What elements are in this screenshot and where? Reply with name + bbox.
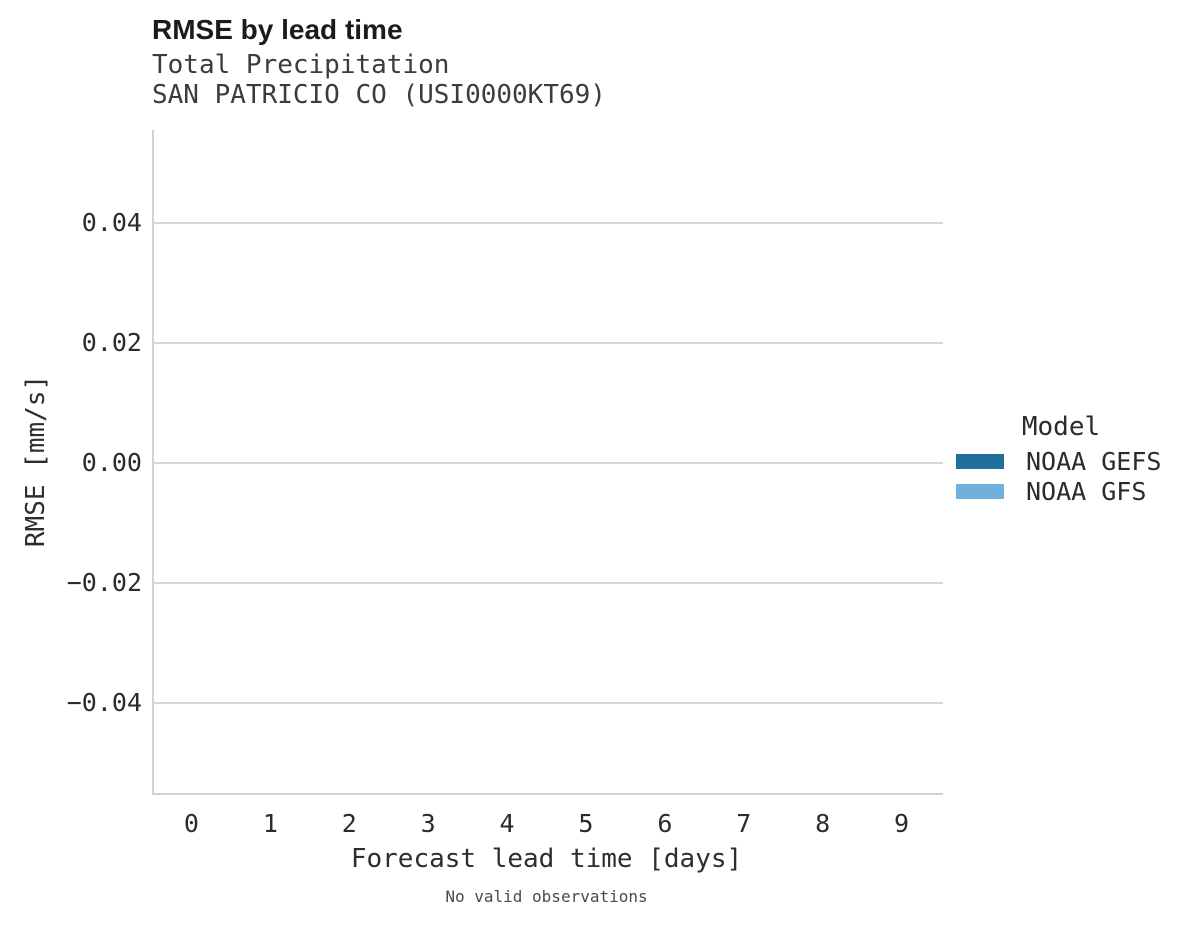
x-tick-label: 0 <box>183 809 199 838</box>
plot-area <box>152 130 943 795</box>
legend: Model NOAA GEFS NOAA GFS <box>956 410 1166 506</box>
x-tick-label: 8 <box>815 809 831 838</box>
x-tick-label: 9 <box>894 809 910 838</box>
x-tick-label: 3 <box>420 809 436 838</box>
legend-entries: NOAA GEFS NOAA GFS <box>956 446 1166 506</box>
chart-title: RMSE by lead time <box>152 14 403 45</box>
legend-entry-label: NOAA GFS <box>1026 476 1147 506</box>
x-tick-label: 5 <box>578 809 594 838</box>
y-tick-label: −0.04 <box>66 688 142 717</box>
chart-caption: No valid observations <box>445 887 648 906</box>
chart-subtitle-line1: Total Precipitation <box>152 50 450 80</box>
x-tick-label: 7 <box>736 809 752 838</box>
x-tick-label: 1 <box>262 809 278 838</box>
x-axis-title: Forecast lead time [days] <box>350 844 743 874</box>
y-tick-label: 0.04 <box>81 208 142 237</box>
y-tick-label: 0.00 <box>81 448 142 477</box>
y-tick-label: −0.02 <box>66 568 142 597</box>
legend-title: Model <box>1021 412 1101 442</box>
gridline-y-−0.02 <box>154 582 943 584</box>
x-tick-label: 6 <box>657 809 673 838</box>
legend-entry: NOAA GEFS <box>956 446 1166 476</box>
legend-entry: NOAA GFS <box>956 476 1166 506</box>
gridline-y-0.00 <box>154 462 943 464</box>
gridline-y-−0.04 <box>154 702 943 704</box>
chart-subtitle-line2: SAN PATRICIO CO (USI0000KT69) <box>152 80 606 110</box>
y-tick-label: 0.02 <box>81 328 142 357</box>
x-tick-label: 2 <box>341 809 357 838</box>
gridline-y-0.04 <box>154 222 943 224</box>
gridline-y-0.02 <box>154 342 943 344</box>
legend-swatch-icon <box>956 483 1004 499</box>
legend-swatch-icon <box>956 453 1004 469</box>
x-tick-label: 4 <box>499 809 515 838</box>
legend-entry-label: NOAA GEFS <box>1026 446 1162 476</box>
